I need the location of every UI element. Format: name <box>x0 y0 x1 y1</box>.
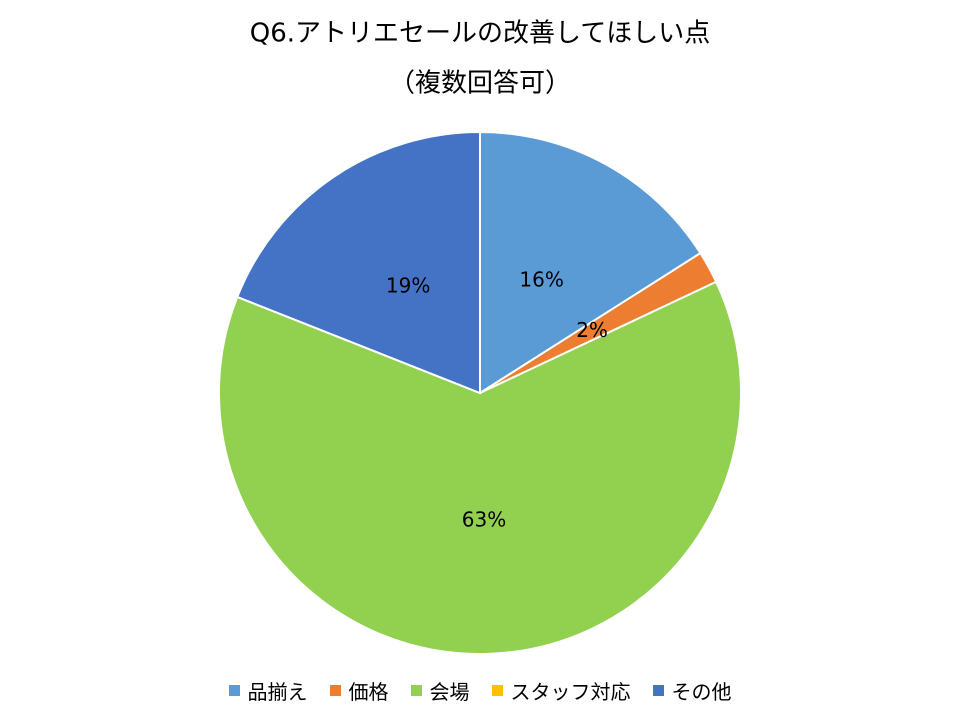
legend-swatch <box>410 685 422 696</box>
legend-swatch <box>228 685 240 696</box>
legend-label: その他 <box>671 680 732 704</box>
chart-subtitle: （複数回答可） <box>389 69 571 99</box>
legend-swatch <box>652 685 664 696</box>
legend-label: 品揃え <box>247 680 308 704</box>
pie-slice <box>236 130 481 395</box>
data-label: 2% <box>576 318 608 342</box>
data-label: 19% <box>386 274 430 298</box>
legend-swatch <box>491 685 503 696</box>
pie-slice <box>479 130 702 395</box>
legend-item: スタッフ対応 <box>491 676 631 705</box>
legend-item: 品揃え <box>228 676 308 705</box>
legend-item: 価格 <box>329 676 389 705</box>
data-label: 16% <box>519 267 563 291</box>
legend-item: 会場 <box>410 676 470 705</box>
legend-swatch <box>329 685 341 696</box>
chart-title: Q6.アトリエセールの改善してほしい点 <box>250 19 711 49</box>
legend-label: スタッフ対応 <box>510 680 631 704</box>
legend-label: 会場 <box>429 680 470 704</box>
data-label: 63% <box>462 507 506 531</box>
chart: Q6.アトリエセールの改善してほしい点 （複数回答可） 16% 2% 63% 19% <box>218 19 742 655</box>
legend: 品揃え 価格 会場 スタッフ対応 その他 <box>0 676 960 705</box>
legend-item: その他 <box>652 676 732 705</box>
legend-label: 価格 <box>348 680 389 704</box>
pie-slice <box>218 280 742 655</box>
